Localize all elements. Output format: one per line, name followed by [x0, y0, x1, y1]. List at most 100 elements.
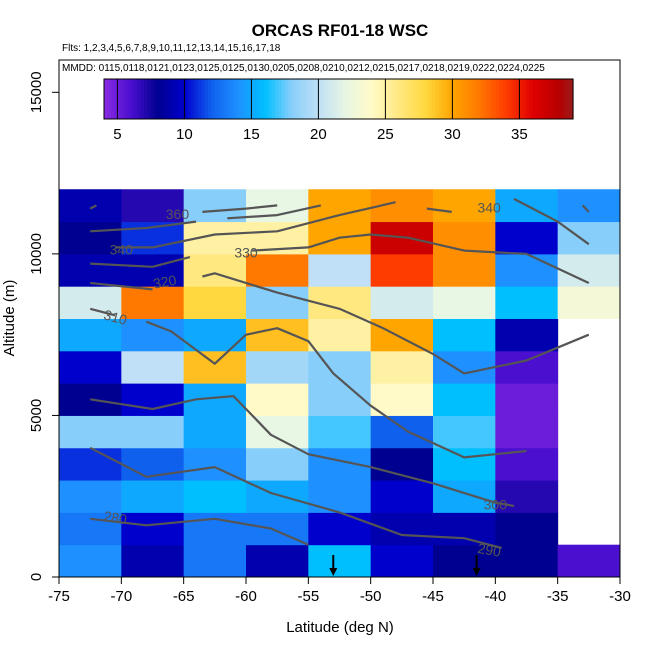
contour-line: [145, 320, 527, 459]
heatmap-cell: [183, 447, 247, 481]
heatmap-cell: [59, 253, 122, 287]
contour-label: 320: [152, 272, 178, 292]
heatmap-cell: [308, 253, 372, 287]
heatmap-cell: [433, 318, 496, 352]
contour-label: 310: [102, 306, 129, 328]
y-axis: 0 5000 10000 15000: [28, 71, 60, 581]
heatmap-cell: [495, 221, 559, 255]
heatmap-cell: [121, 544, 185, 578]
colorbar-tick-label: 35: [511, 126, 528, 143]
heatmap-cell: [308, 512, 372, 546]
contour-line: [581, 204, 590, 213]
heatmap-cell: [308, 415, 372, 449]
heatmap-cell: [370, 415, 434, 449]
heatmap-cell: [121, 253, 185, 287]
heatmap-cell: [59, 415, 122, 449]
heatmap-cell: [433, 189, 496, 223]
y-tick-label: 10000: [28, 233, 45, 275]
heatmap-cell: [370, 286, 434, 319]
heatmap-cell: [246, 350, 309, 384]
x-tick-label: -40: [484, 588, 506, 605]
heatmap-cell: [121, 189, 185, 223]
heatmap-cell: [433, 512, 496, 546]
contour-lines: [89, 197, 590, 549]
contour-label: 280: [102, 508, 128, 528]
heatmap-cell: [370, 253, 434, 287]
flights-line: Flts: 1,2,3,4,5,6,7,8,9,10,11,12,13,14,1…: [62, 43, 281, 54]
heatmap-cell: [495, 253, 559, 287]
heatmap-cell: [308, 544, 372, 578]
contour-line: [513, 197, 590, 246]
heatmap-cell: [183, 286, 247, 319]
heatmap-cell: [370, 318, 434, 352]
heatmap-cell: [246, 253, 309, 287]
contour-line: [90, 395, 515, 507]
contour-label: 290: [476, 540, 502, 560]
x-axis-label: Latitude (deg N): [286, 619, 394, 636]
heatmap-cell: [370, 544, 434, 578]
contour-line: [115, 201, 396, 249]
heatmap-cell: [121, 383, 185, 416]
colorbar-tick-label: 15: [243, 126, 260, 143]
heatmap-cell: [495, 415, 559, 449]
heatmap-cell: [308, 383, 372, 416]
heatmap-cell: [246, 447, 309, 481]
contour-line: [90, 256, 191, 268]
heatmap-cell: [121, 415, 185, 449]
x-axis: -75 -70 -65 -60 -55 -50 -45 -40 -35 -30: [48, 576, 631, 605]
heatmap-cell: [433, 415, 496, 449]
heatmap-cell: [495, 318, 559, 352]
heatmap-cell: [495, 480, 559, 513]
y-axis-label: Altitude (m): [1, 280, 18, 357]
heatmap-cell: [183, 189, 247, 223]
y-tick-label: 15000: [28, 71, 45, 113]
heatmap-cell: [59, 480, 122, 513]
contour-line: [90, 281, 153, 291]
flight-arrow: [472, 555, 481, 576]
dates-line: MMDD: 0115,0118,0121,0123,0125,0125,0130…: [62, 63, 545, 74]
heatmap-cell: [246, 286, 309, 319]
heatmap-cell: [59, 350, 122, 384]
heatmap-cell: [59, 544, 122, 578]
flight-arrow: [329, 555, 338, 576]
y-tick-label: 5000: [28, 399, 45, 432]
heatmap-cell: [495, 544, 559, 578]
heatmap-cell: [121, 350, 185, 384]
heatmap-cell: [183, 318, 247, 352]
heatmap-cell: [433, 221, 496, 255]
heatmap-cell: [183, 415, 247, 449]
heatmap-cell: [59, 221, 122, 255]
heatmap-cell: [308, 480, 372, 513]
contour-labels: 280 290 300 310 320 330 340 340 360: [102, 199, 507, 559]
heatmap-cell: [370, 383, 434, 416]
contour-line: [90, 220, 197, 233]
heatmap-cell: [121, 286, 185, 319]
heatmap-cell: [59, 189, 122, 223]
contour-label: 330: [234, 245, 258, 261]
heatmap-cell: [557, 189, 621, 223]
x-tick-label: -30: [609, 588, 631, 605]
heatmap-cell: [370, 350, 434, 384]
x-tick-label: -70: [110, 588, 132, 605]
heatmap-cell: [183, 480, 247, 513]
chart-title: ORCAS RF01-18 WSC: [252, 21, 429, 40]
colorbar-tick-label: 20: [310, 126, 327, 143]
contour-line: [252, 233, 590, 284]
heatmap-cell: [246, 383, 309, 416]
heatmap-cell: [121, 512, 185, 546]
x-tick-label: -75: [48, 588, 70, 605]
contour-line: [89, 307, 116, 317]
contour-line: [90, 517, 309, 546]
heatmap-cell: [495, 512, 559, 546]
heatmap-cell: [433, 253, 496, 287]
heatmap-cell: [495, 383, 559, 416]
contour-line: [227, 204, 322, 220]
heatmap-cell: [370, 512, 434, 546]
flight-arrows: [329, 555, 481, 576]
heatmap-cell: [433, 544, 496, 578]
y-tick-label: 0: [28, 573, 45, 581]
heatmap-cell: [183, 512, 247, 546]
heatmap-cell: [557, 221, 621, 255]
heatmap-cell: [121, 480, 185, 513]
